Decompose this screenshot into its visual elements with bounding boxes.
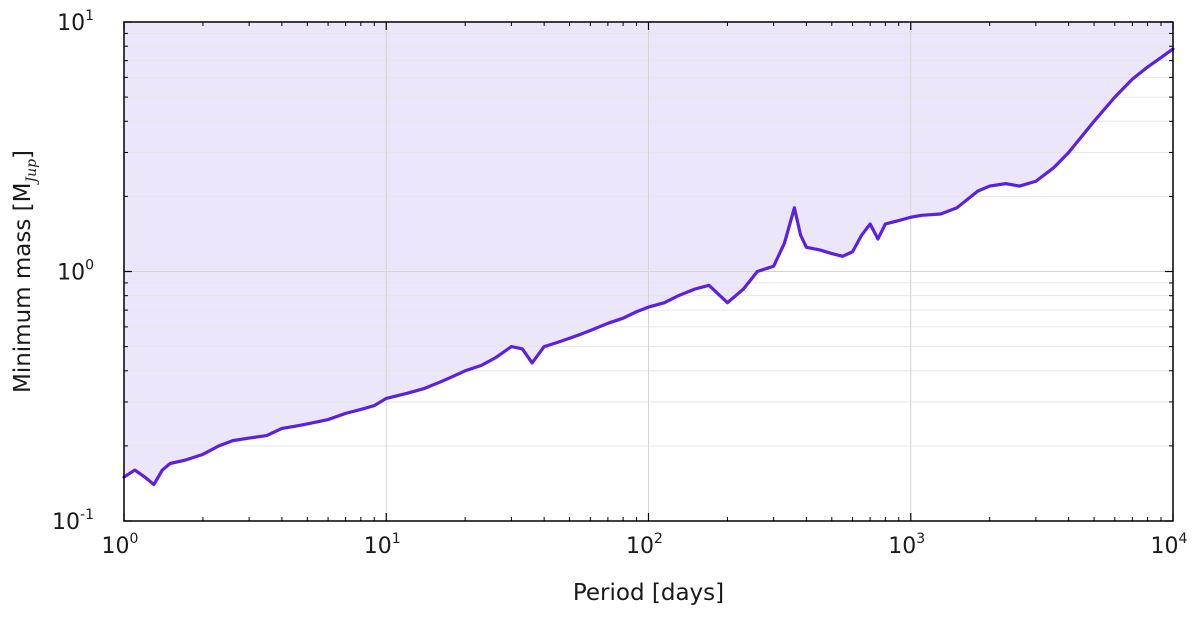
axis-ticks: 100 101 102 103 104 10-1 100 101 [52, 8, 1188, 559]
x-axis-label: Period [days] [573, 580, 724, 606]
x-tick-label: 103 [888, 531, 925, 559]
y-axis-label-close: ] [10, 150, 36, 159]
y-tick-label: 100 [57, 258, 94, 286]
x-tick-label: 100 [102, 531, 139, 559]
minimum-mass-line [122, 47, 1175, 487]
x-tick-label: 102 [626, 531, 663, 559]
y-axis-label-subscript: Jup [24, 159, 40, 186]
y-tick-label: 101 [57, 8, 94, 36]
x-tick-label: 104 [1151, 531, 1188, 559]
y-tick-label: 10-1 [52, 507, 94, 535]
y-axis-label-main: Minimum mass [M [10, 183, 36, 394]
minimum-mass-line-group [122, 47, 1175, 487]
x-tick-label: 101 [364, 531, 401, 559]
y-axis-label: Minimum mass [MJup] [10, 150, 40, 393]
